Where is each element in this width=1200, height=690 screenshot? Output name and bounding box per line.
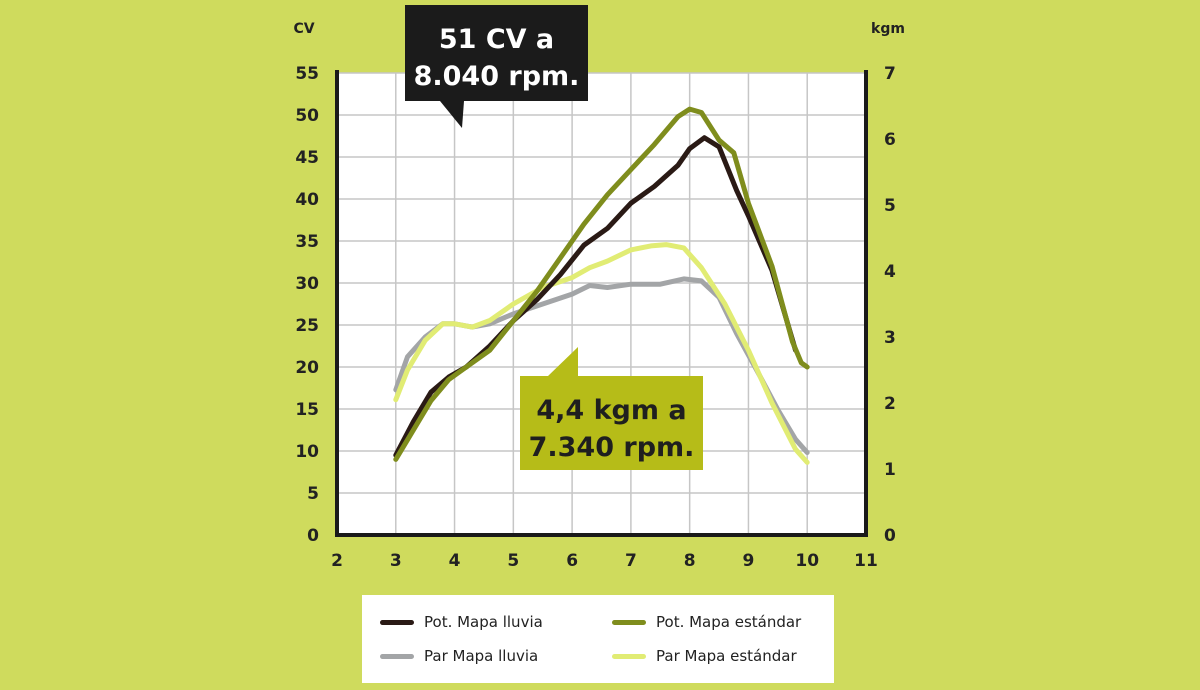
- x-tick-label: 8: [684, 551, 696, 571]
- legend-label: Par Mapa estándar: [656, 647, 797, 665]
- legend-label: Pot. Mapa estándar: [656, 613, 802, 631]
- legend-item-par-lluvia: Par Mapa lluvia: [380, 641, 612, 671]
- left-tick-label: 5: [307, 484, 319, 504]
- torque-peak-callout-tail: [548, 347, 578, 376]
- left-axis-label: CV: [293, 21, 314, 37]
- left-tick-label: 50: [295, 106, 319, 126]
- series-line: [393, 242, 810, 465]
- torque-peak-callout: 4,4 kgm a 7.340 rpm.: [520, 347, 703, 470]
- x-tick-label: 6: [566, 551, 578, 571]
- left-tick-label: 45: [295, 148, 319, 168]
- left-tick-label: 10: [295, 442, 319, 462]
- right-axis-label: kgm: [871, 21, 905, 37]
- left-tick-label: 25: [295, 316, 319, 336]
- x-tick-label: 7: [625, 551, 637, 571]
- right-tick-label: 0: [884, 526, 896, 546]
- right-tick-label: 6: [884, 130, 896, 150]
- legend-item-pot-estandar: Pot. Mapa estándar: [612, 607, 834, 637]
- right-tick-label: 2: [884, 394, 896, 414]
- legend-swatch: [380, 653, 414, 659]
- x-tick-label: 11: [854, 551, 878, 571]
- power-peak-callout: 51 CV a 8.040 rpm.: [405, 5, 588, 128]
- legend-swatch: [380, 619, 414, 625]
- power-peak-callout-text: 8.040 rpm.: [414, 61, 580, 92]
- left-tick-label: 30: [295, 274, 319, 294]
- legend-label: Pot. Mapa lluvia: [424, 613, 543, 631]
- legend-item-pot-lluvia: Pot. Mapa lluvia: [380, 607, 612, 637]
- right-tick-label: 7: [884, 64, 896, 84]
- left-tick-label: 0: [307, 526, 319, 546]
- x-tick-label: 4: [449, 551, 461, 571]
- right-tick-label: 5: [884, 196, 896, 216]
- torque-peak-callout-text: 4,4 kgm a: [536, 395, 686, 426]
- x-tick-label: 10: [795, 551, 819, 571]
- right-tick-label: 3: [884, 328, 896, 348]
- left-tick-label: 55: [295, 64, 319, 84]
- legend-item-par-estandar: Par Mapa estándar: [612, 641, 834, 671]
- x-tick-label: 2: [331, 551, 343, 571]
- torque-peak-callout-text: 7.340 rpm.: [529, 432, 695, 463]
- legend-label: Par Mapa lluvia: [424, 647, 539, 665]
- right-tick-label: 4: [884, 262, 896, 282]
- legend-swatch: [612, 619, 646, 625]
- x-tick-label: 3: [390, 551, 402, 571]
- power-peak-callout-text: 51 CV a: [439, 24, 554, 55]
- torque-peak-callout-box: [520, 376, 703, 470]
- left-tick-label: 20: [295, 358, 319, 378]
- power-peak-callout-tail: [440, 101, 464, 128]
- right-tick-label: 1: [884, 460, 896, 480]
- series-line: [393, 106, 810, 462]
- x-tick-label: 5: [507, 551, 519, 571]
- legend-swatch: [612, 653, 646, 659]
- legend: Pot. Mapa lluvia Pot. Mapa estándar Par …: [362, 595, 834, 683]
- power-peak-callout-box: [405, 5, 588, 101]
- left-tick-label: 35: [295, 232, 319, 252]
- x-tick-label: 9: [743, 551, 755, 571]
- left-tick-label: 40: [295, 190, 319, 210]
- left-tick-label: 15: [295, 400, 319, 420]
